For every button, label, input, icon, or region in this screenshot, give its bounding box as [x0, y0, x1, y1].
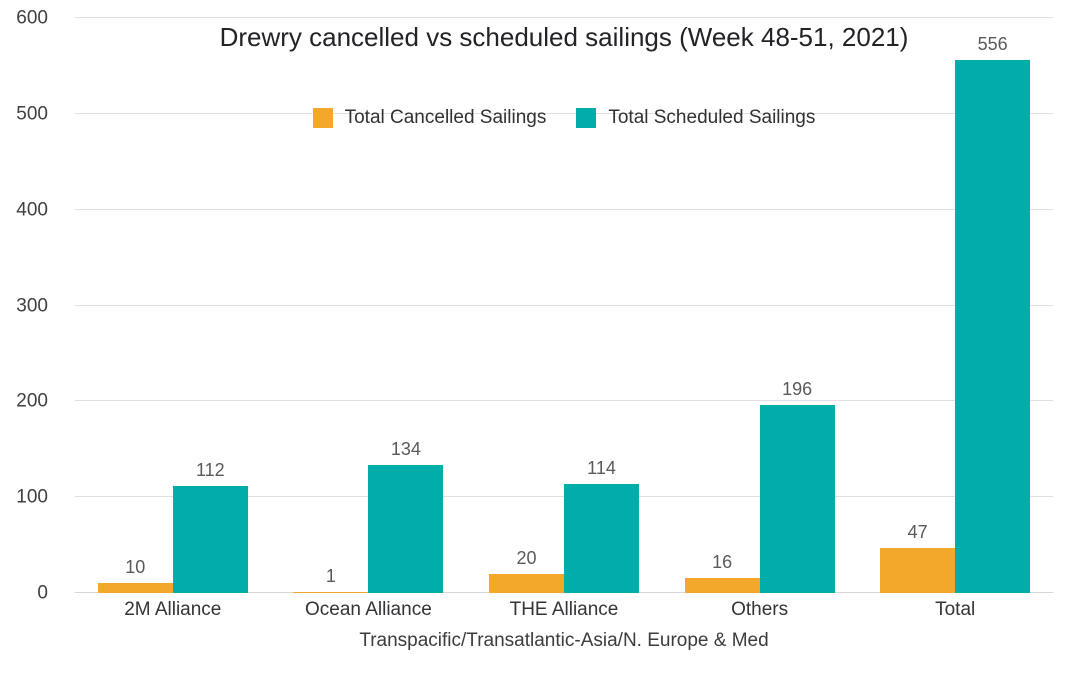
gridline-200 — [75, 400, 1053, 402]
gridline-500 — [75, 112, 1053, 114]
bar-value-label: 10 — [125, 557, 146, 578]
bar-group-ocean-alliance: 1 134 — [293, 18, 444, 593]
bar-value-label: 114 — [587, 457, 616, 478]
bar-value-label: 20 — [516, 547, 537, 568]
bar-group-others: 16 196 — [684, 18, 835, 593]
chart-legend: Total Cancelled Sailings Total Scheduled … — [75, 107, 1053, 129]
bar-value-label: 1 — [325, 566, 336, 587]
gridline-400 — [75, 208, 1053, 210]
bar-value-label: 196 — [782, 379, 813, 400]
bar-total-scheduled-sailings-total: 556 — [955, 35, 1031, 593]
y-axis-tick-label: 100 — [16, 486, 48, 508]
bar-value-label: 112 — [195, 459, 225, 480]
x-axis-category-label: Ocean Alliance — [305, 599, 432, 620]
bar-total-scheduled-sailings-others: 196 — [759, 380, 835, 593]
x-axis-category-label: Total — [935, 599, 976, 620]
gridline-300 — [75, 304, 1053, 306]
bar-total-cancelled-sailings-others: 16 — [684, 553, 760, 593]
bar-group-2m-alliance: 10 112 — [97, 18, 248, 593]
chart-title: Drewry cancelled vs scheduled sailings (… — [219, 22, 909, 52]
bar-total-cancelled-sailings-ocean-alliance: 1 — [293, 567, 369, 593]
y-axis-tick-label: 200 — [16, 390, 48, 412]
bar-group-the-alliance: 20 114 — [489, 18, 639, 593]
plot-area: 10 112 2M Alliance 1 134 Ocean Alliance 20 114 T… — [75, 17, 1053, 619]
y-axis-tick-label: 600 — [16, 7, 48, 29]
x-axis-category-label: 2M Alliance — [124, 599, 222, 620]
gridline-600 — [75, 17, 1053, 18]
bar-total-cancelled-sailings-the-alliance: 20 — [489, 549, 564, 593]
y-axis-tick-label: 300 — [16, 295, 48, 316]
bar-value-label: 134 — [390, 438, 421, 459]
legend-swatch-icon — [576, 108, 597, 128]
legend-label: Total Scheduled Sailings — [608, 107, 816, 128]
bar-total-cancelled-sailings-2m-alliance: 10 — [97, 558, 173, 593]
bar-total-scheduled-sailings-ocean-alliance: 134 — [368, 440, 444, 593]
x-axis-category-label: THE Alliance — [509, 599, 619, 620]
bar-value-label: 47 — [907, 521, 928, 542]
legend-swatch-icon — [312, 108, 333, 128]
bar-value-label: 16 — [712, 551, 733, 572]
bar-group-total: 47 556 — [880, 18, 1031, 593]
y-axis-tick-label: 0 — [37, 582, 48, 604]
y-axis: 0 100 200 300 400 500 600 — [0, 9, 62, 603]
legend-item-total-scheduled-sailings: Total Scheduled Sailings — [576, 107, 815, 129]
y-axis-tick-label: 400 — [16, 199, 48, 221]
x-axis-category-label: Others — [731, 599, 789, 620]
bar-value-label: 556 — [977, 34, 1008, 55]
legend-label: Total Cancelled Sailings — [344, 107, 547, 128]
legend-item-total-cancelled-sailings: Total Cancelled Sailings — [312, 107, 547, 129]
y-axis-tick-label: 500 — [16, 103, 48, 125]
bar-total-scheduled-sailings-2m-alliance: 112 — [172, 461, 248, 593]
bar-total-cancelled-sailings-total: 47 — [880, 523, 956, 593]
bar-total-scheduled-sailings-the-alliance: 114 — [564, 459, 639, 593]
x-axis-title: Transpacific/Transatlantic-Asia/N. Europ… — [359, 630, 769, 651]
